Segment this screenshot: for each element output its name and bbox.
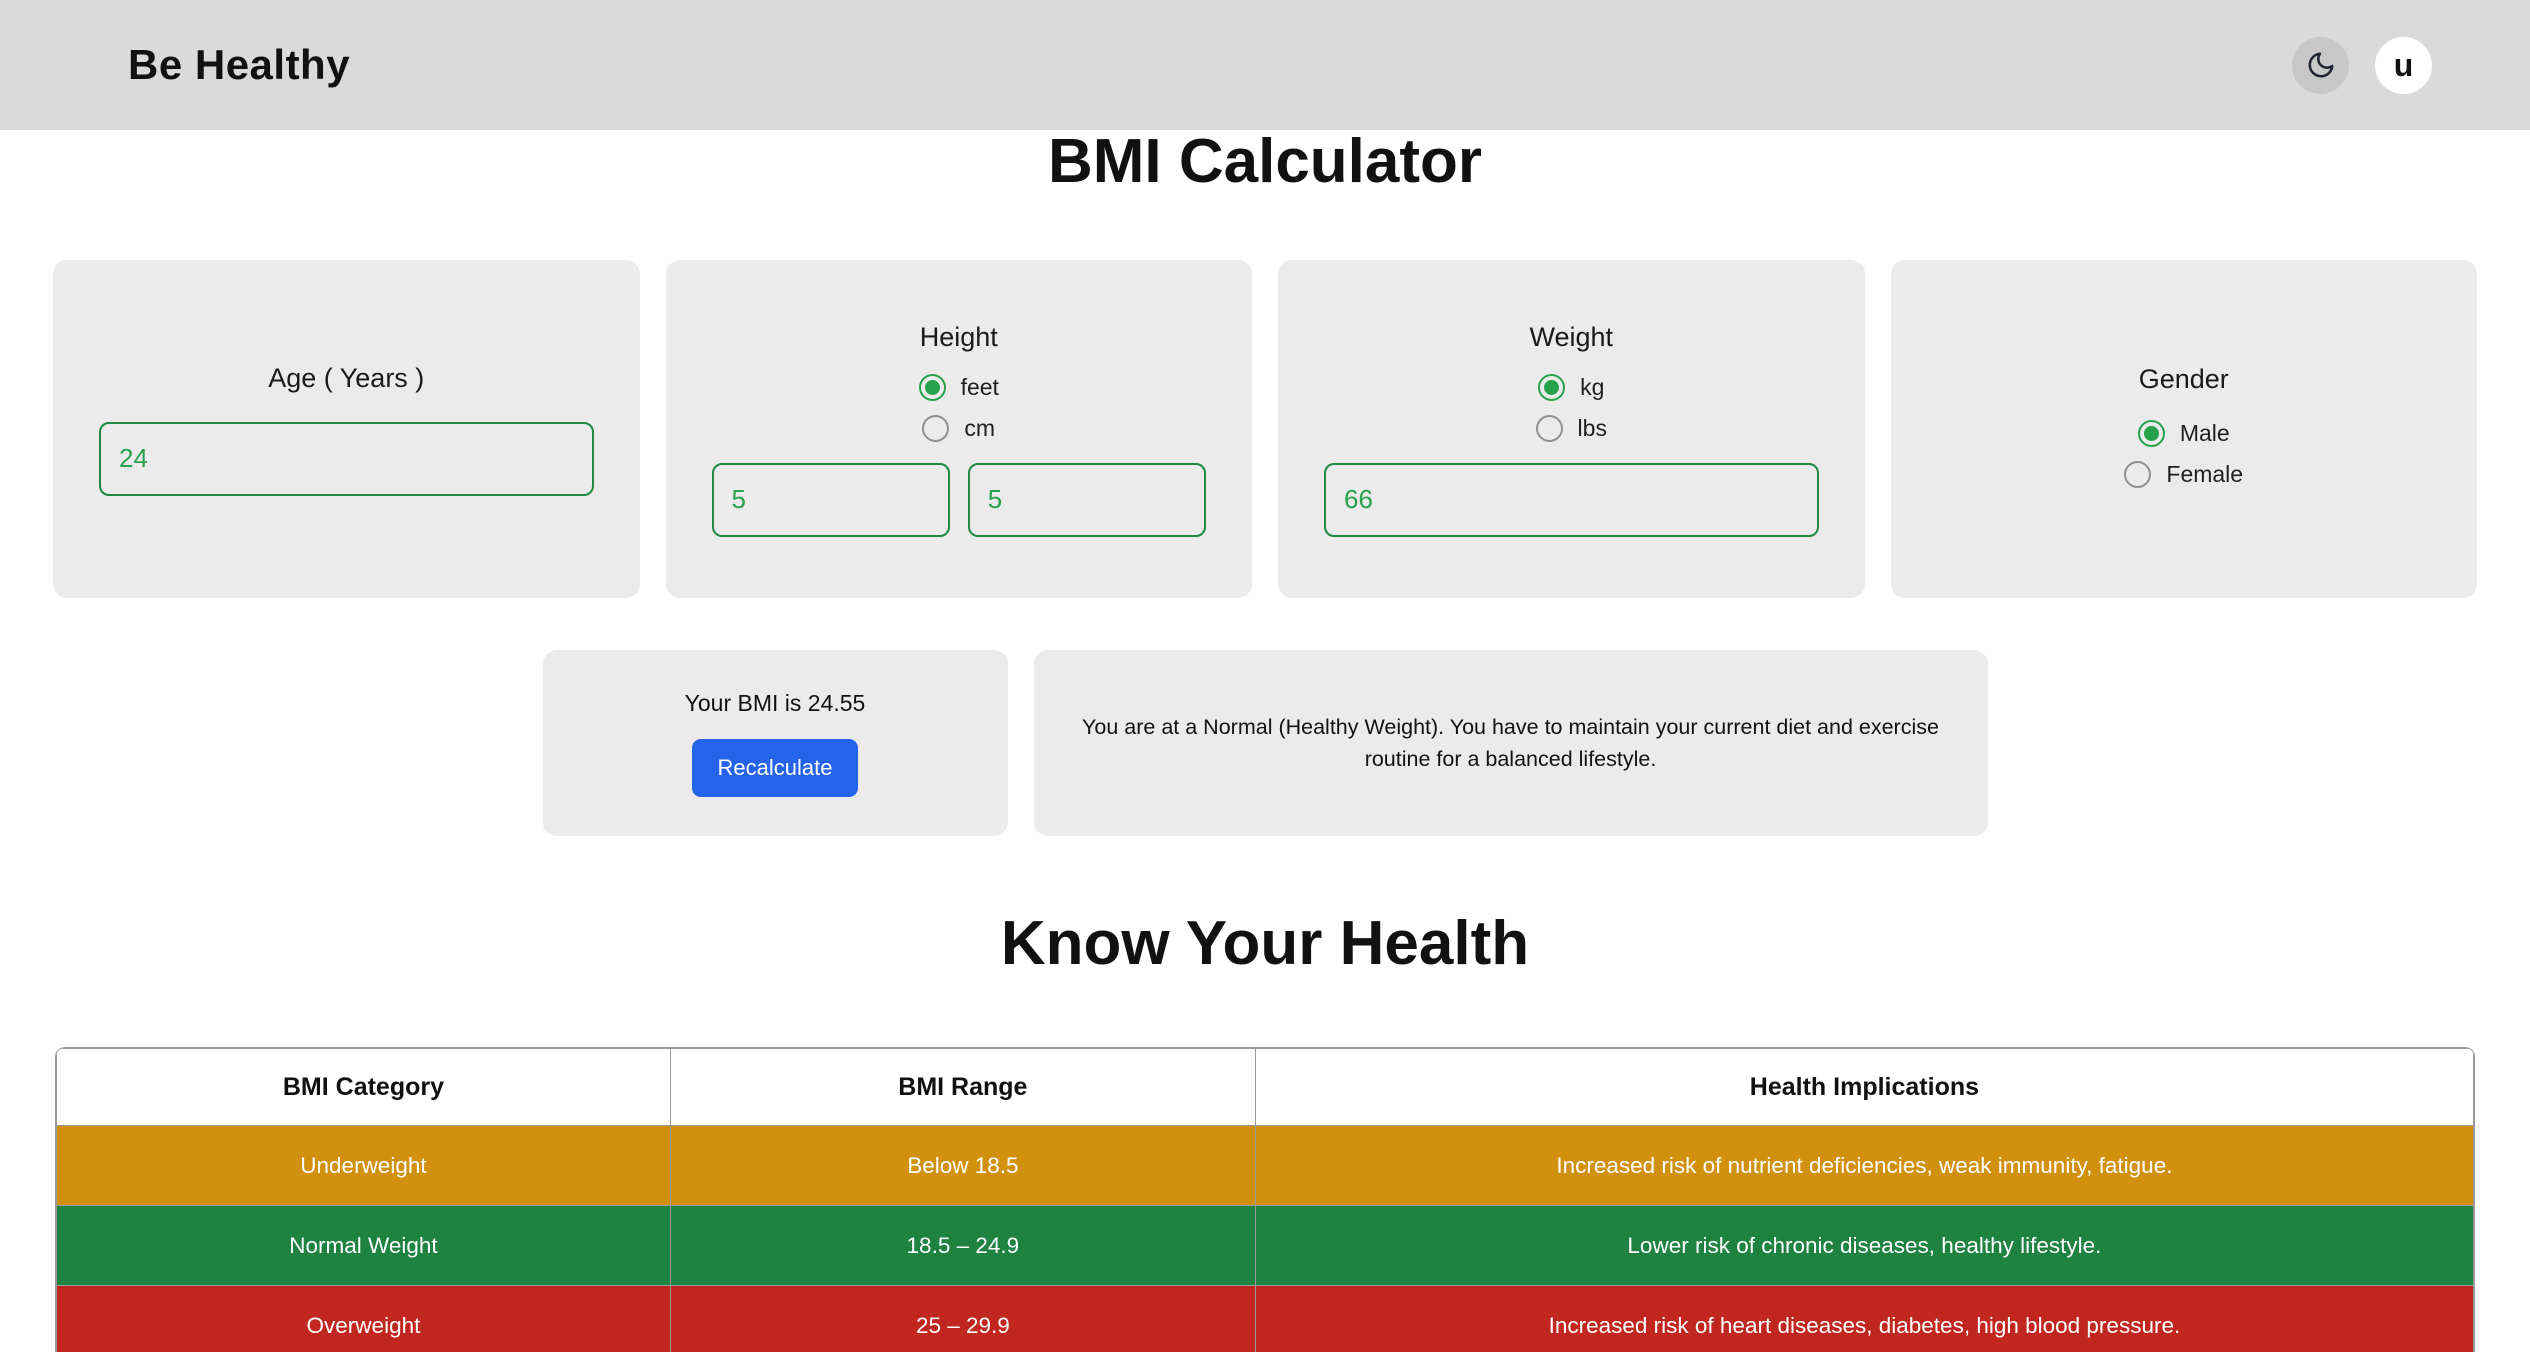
- radio-dot: [1542, 421, 1557, 436]
- header-bmi-range: BMI Range: [669, 1048, 1256, 1126]
- page-title: BMI Calculator: [1047, 127, 1483, 196]
- section-title: Know Your Health: [1000, 909, 1530, 978]
- height-unit-cm-option[interactable]: cm: [922, 408, 995, 449]
- gender-female-option[interactable]: Female: [2124, 454, 2243, 495]
- age-input-wrap: [99, 421, 594, 496]
- cell-category: Normal Weight: [56, 1205, 671, 1286]
- height-label: Height: [919, 321, 998, 352]
- cell-implications: Lower risk of chronic diseases, healthy …: [1254, 1205, 2474, 1286]
- radio-unselected-icon[interactable]: [2124, 460, 2152, 488]
- gender-female-label: Female: [2166, 460, 2244, 487]
- weight-unit-lbs-label: lbs: [1577, 414, 1607, 441]
- bmi-result-text: Your BMI is 24.55: [684, 689, 866, 716]
- brand-title: Be Healthy: [128, 41, 351, 88]
- age-label: Age ( Years ): [268, 362, 425, 393]
- weight-label: Weight: [1529, 321, 1614, 352]
- header-bmi-category: BMI Category: [56, 1048, 671, 1126]
- results-section: Your BMI is 24.55 Recalculate You are at…: [0, 650, 2530, 836]
- weight-input-wrap: [1324, 462, 1819, 537]
- table-row-overweight: Overweight 25 – 29.9 Increased risk of h…: [56, 1285, 2474, 1352]
- radio-selected-icon[interactable]: [1538, 373, 1566, 401]
- age-card: Age ( Years ): [53, 260, 640, 598]
- cell-range: Below 18.5: [669, 1125, 1256, 1206]
- radio-dot: [2143, 425, 2159, 441]
- moon-icon: [2308, 52, 2333, 78]
- radio-dot: [928, 421, 943, 436]
- cell-implications: Increased risk of heart diseases, diabet…: [1254, 1285, 2474, 1352]
- gender-male-label: Male: [2179, 419, 2230, 446]
- cell-range: 18.5 – 24.9: [669, 1205, 1256, 1286]
- gender-label: Gender: [2138, 363, 2229, 394]
- weight-card: Weight kg lbs: [1278, 260, 1865, 598]
- advice-card: You are at a Normal (Healthy Weight). Yo…: [1033, 650, 1988, 836]
- age-input[interactable]: [99, 421, 594, 496]
- theme-toggle-button[interactable]: [2292, 36, 2349, 94]
- health-table: BMI Category BMI Range Health Implicatio…: [56, 1048, 2474, 1352]
- radio-dot: [1544, 379, 1560, 395]
- user-avatar-button[interactable]: u: [2375, 36, 2432, 94]
- app-header: Be Healthy u: [0, 0, 2530, 130]
- cell-implications: Increased risk of nutrient deficiencies,…: [1254, 1125, 2474, 1206]
- cell-category: Underweight: [56, 1125, 671, 1206]
- table-row-underweight: Underweight Below 18.5 Increased risk of…: [56, 1125, 2474, 1206]
- bmi-result-card: Your BMI is 24.55 Recalculate: [542, 650, 1008, 836]
- weight-input[interactable]: [1324, 462, 1819, 537]
- table-header-row: BMI Category BMI Range Health Implicatio…: [56, 1048, 2474, 1126]
- health-table-wrap: BMI Category BMI Range Health Implicatio…: [55, 1047, 2475, 1352]
- gender-card: Gender Male Female: [1890, 260, 2477, 598]
- height-unit-cm-label: cm: [964, 414, 996, 441]
- bmi-form: Age ( Years ) Height feet cm Weight kg l…: [0, 260, 2530, 598]
- radio-unselected-icon[interactable]: [922, 414, 950, 442]
- cell-category: Overweight: [56, 1285, 671, 1352]
- height-unit-feet-option[interactable]: feet: [918, 367, 999, 408]
- height-feet-input[interactable]: [711, 462, 950, 537]
- height-unit-feet-label: feet: [960, 373, 999, 400]
- weight-unit-lbs-option[interactable]: lbs: [1535, 408, 1607, 449]
- radio-dot: [924, 379, 940, 395]
- radio-unselected-icon[interactable]: [1535, 414, 1563, 442]
- table-row-normal-weight: Normal Weight 18.5 – 24.9 Lower risk of …: [56, 1205, 2474, 1286]
- weight-unit-kg-label: kg: [1580, 373, 1605, 400]
- cell-range: 25 – 29.9: [669, 1285, 1256, 1352]
- radio-selected-icon[interactable]: [2137, 419, 2165, 447]
- advice-text: You are at a Normal (Healthy Weight). Yo…: [1082, 715, 1939, 771]
- gender-male-option[interactable]: Male: [2137, 413, 2230, 454]
- radio-dot: [2130, 467, 2145, 482]
- recalculate-button[interactable]: Recalculate: [691, 738, 859, 797]
- height-inches-input[interactable]: [967, 462, 1206, 537]
- weight-unit-kg-option[interactable]: kg: [1538, 367, 1604, 408]
- height-card: Height feet cm: [665, 260, 1252, 598]
- radio-selected-icon[interactable]: [918, 373, 946, 401]
- header-actions: u: [2292, 36, 2432, 94]
- header-health-implications: Health Implications: [1254, 1048, 2474, 1126]
- height-inputs-row: [711, 462, 1206, 537]
